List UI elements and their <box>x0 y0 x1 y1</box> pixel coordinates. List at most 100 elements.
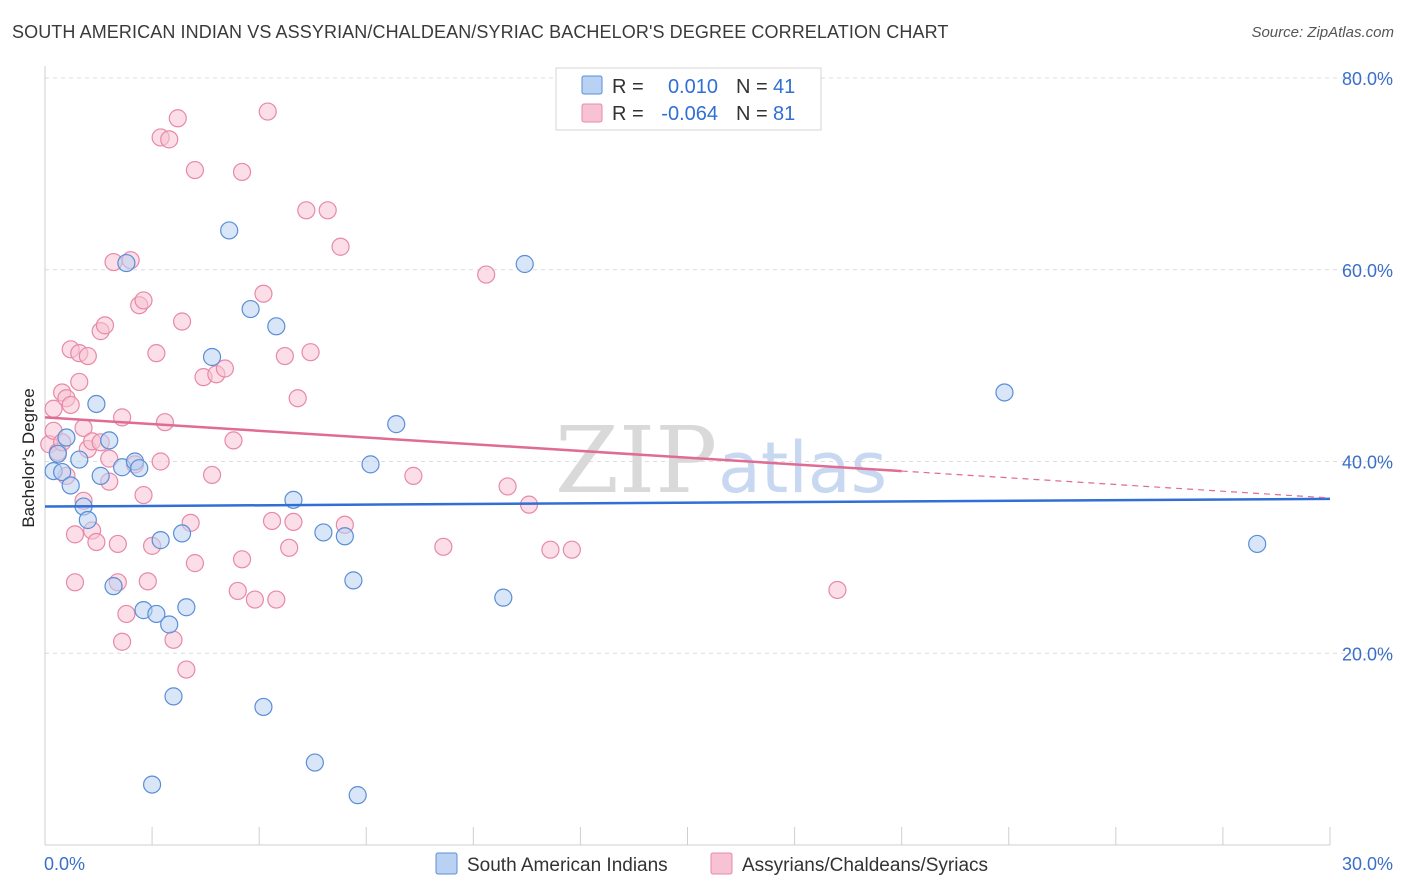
blue-point <box>995 383 1014 402</box>
pink-point <box>95 316 115 335</box>
blue-point <box>70 450 89 469</box>
axes <box>44 66 1331 846</box>
bottom-legend-blue-swatch <box>435 852 458 875</box>
series-legend: South American Indians Assyrians/Chaldea… <box>435 852 988 876</box>
pink-trend-line <box>44 416 902 473</box>
pink-point <box>78 346 97 366</box>
pink-point <box>172 312 192 331</box>
blue-point <box>220 221 239 240</box>
pink-point <box>215 359 234 378</box>
blue-point <box>147 604 166 624</box>
pink-point <box>228 581 247 601</box>
series-blue-points <box>44 221 1267 805</box>
bottom-legend-pink-swatch <box>710 852 733 875</box>
y-tick-label: 60.0% <box>1342 261 1393 281</box>
pink-point <box>262 511 282 531</box>
pink-point <box>275 346 294 366</box>
blue-point <box>164 687 183 706</box>
pink-point <box>65 525 85 544</box>
blue-point <box>53 462 72 482</box>
pink-point <box>202 465 222 485</box>
pink-point <box>477 265 496 284</box>
blue-point <box>267 317 286 336</box>
pink-point <box>168 109 187 128</box>
bottom-legend-blue-label: South American Indians <box>467 855 668 876</box>
blue-point <box>78 510 97 530</box>
blue-point <box>160 615 179 634</box>
y-axis-label: Bachelor's Degree <box>19 388 38 527</box>
blue-point <box>387 415 406 434</box>
pink-point <box>177 660 196 679</box>
pink-point <box>318 201 337 220</box>
trend-lines <box>44 416 1331 508</box>
x-tick-label: 30.0% <box>1342 854 1393 874</box>
blue-point <box>494 588 513 607</box>
pink-point <box>164 630 183 649</box>
pink-point <box>147 344 166 363</box>
pink-point <box>267 590 286 609</box>
blue-point <box>151 531 170 550</box>
legend-blue-swatch <box>581 75 603 95</box>
x-tick-label: 0.0% <box>44 854 85 874</box>
legend-blue-r-value: 0.010 <box>668 76 718 98</box>
blue-point <box>104 577 123 596</box>
pink-point <box>65 573 85 592</box>
pink-point <box>245 590 264 609</box>
pink-point <box>562 540 581 559</box>
blue-point <box>1248 534 1267 554</box>
grid-lines <box>45 77 1392 654</box>
pink-point <box>331 237 350 256</box>
pink-point <box>301 343 320 362</box>
blue-point <box>305 753 324 772</box>
blue-point <box>61 476 80 495</box>
chart-title: SOUTH AMERICAN INDIAN VS ASSYRIAN/CHALDE… <box>12 22 949 42</box>
pink-point <box>108 534 127 554</box>
blue-point <box>117 253 136 273</box>
pink-point <box>138 572 157 591</box>
blue-point <box>254 697 273 717</box>
pink-point <box>87 532 106 552</box>
legend-pink-r-value: -0.064 <box>661 103 718 125</box>
pink-point <box>134 485 153 505</box>
blue-point <box>177 598 196 617</box>
blue-point <box>515 254 534 274</box>
watermark-zip: ZIP <box>555 407 717 514</box>
pink-point <box>151 452 170 471</box>
pink-point <box>258 102 277 121</box>
blue-point <box>335 527 354 546</box>
y-tick-label: 40.0% <box>1342 453 1393 473</box>
pink-point <box>70 372 89 392</box>
pink-point <box>828 580 847 600</box>
x-tick-labels: 0.0% 30.0% <box>44 854 1393 874</box>
correlation-legend: R = 0.010 N = 41 R = -0.064 N = 81 <box>555 67 822 131</box>
pink-point <box>232 550 252 569</box>
pink-point <box>541 540 560 559</box>
blue-point <box>314 523 333 542</box>
blue-point <box>348 786 367 805</box>
blue-point <box>48 444 67 463</box>
pink-point <box>100 449 119 468</box>
blue-point <box>344 571 363 590</box>
blue-point <box>172 524 192 543</box>
blue-point <box>100 431 119 450</box>
y-tick-labels: 20.0% 40.0% 60.0% 80.0% <box>1342 69 1393 664</box>
pink-point <box>61 395 80 415</box>
pink-point <box>284 512 303 532</box>
pink-point <box>185 160 205 180</box>
pink-point <box>185 554 205 573</box>
pink-point <box>112 632 132 651</box>
legend-pink-n-label: N = <box>736 103 768 125</box>
blue-point <box>142 775 162 794</box>
legend-blue-r-label: R = <box>612 76 644 98</box>
pink-point <box>404 466 423 485</box>
pink-trend-extension <box>901 470 1331 499</box>
legend-blue-n-value: 41 <box>773 76 795 98</box>
y-tick-label: 20.0% <box>1342 644 1393 664</box>
series-pink-points <box>40 102 847 679</box>
pink-point <box>434 537 453 556</box>
legend-pink-swatch <box>581 103 603 123</box>
legend-pink-r-label: R = <box>612 103 644 125</box>
source-label: Source: ZipAtlas.com <box>1251 24 1394 41</box>
blue-point <box>130 459 149 478</box>
